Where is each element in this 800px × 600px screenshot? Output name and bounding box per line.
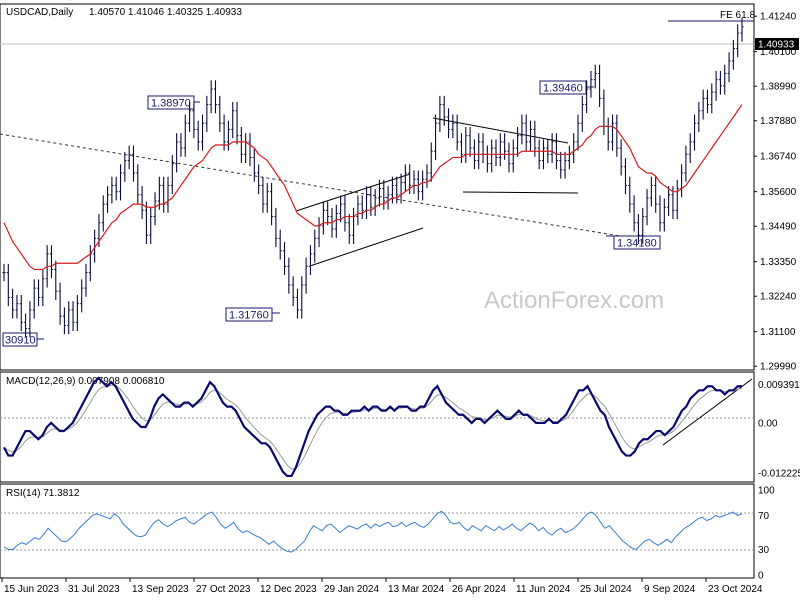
price-y-tick-label: 1.33350	[760, 257, 797, 268]
annotation-30910: 30910	[2, 332, 44, 347]
x-tick-label: 13 Sep 2023	[132, 584, 189, 595]
price-y-tick-label: 1.36740	[760, 152, 797, 163]
price-y-tick-label: 1.32240	[760, 292, 797, 303]
macd-label: MACD(12,26,9) 0.007908 0.006810	[6, 376, 165, 387]
rsi-y-tick-label: 30	[758, 545, 770, 556]
macd-panel-frame	[0, 371, 755, 483]
price-y-tick-label: 1.40100	[760, 47, 797, 58]
price-y-tick-label: 1.41240	[760, 12, 797, 23]
channel-upper	[295, 173, 411, 212]
last-price-badge	[755, 38, 799, 50]
x-tick-label: 27 Oct 2023	[196, 584, 251, 595]
triangle-upper	[432, 117, 569, 144]
x-tick-label: 12 Dec 2023	[260, 584, 317, 595]
x-tick-label: 26 Apr 2024	[452, 584, 506, 595]
price-y-tick-label: 1.29990	[760, 362, 797, 373]
x-tick-label: 23 Oct 2024	[708, 584, 763, 595]
x-tick-label: 13 Mar 2024	[388, 584, 445, 595]
price-y-tick-label: 1.35600	[760, 187, 797, 198]
rsi-line	[3, 510, 743, 553]
svg-text:1.39460: 1.39460	[543, 83, 583, 95]
rsi-y-tick-label: 0	[758, 571, 764, 582]
watermark: ActionForex.com	[484, 287, 664, 314]
annotation-131760: 1.31760	[225, 307, 280, 322]
annotation-139460: 1.39460	[539, 80, 594, 95]
price-series-layer	[2, 18, 744, 338]
x-tick-label: 11 Jun 2024	[516, 584, 571, 595]
svg-text:1.34180: 1.34180	[617, 238, 657, 250]
x-tick-label: 9 Sep 2024	[644, 584, 696, 595]
rsi-label: RSI(14) 71.3812	[6, 488, 80, 499]
rsi-panel-frame	[0, 483, 755, 579]
y-axis-labels: 1.41240 1.40100 1.38990 1.37880 1.36740 1.356…	[754, 12, 800, 582]
macd-y-tick-label: -0.012225	[758, 468, 800, 479]
rsi-y-tick-label: 100	[758, 486, 775, 497]
price-y-tick-label: 1.31100	[760, 327, 796, 338]
rsi-series-layer	[3, 510, 743, 553]
last-price-text: 1.40933	[758, 40, 795, 51]
macd-y-tick-label: 0.00	[758, 418, 778, 429]
x-tick-label: 15 Jun 2023	[4, 584, 59, 595]
annotation-138970: 1.38970	[147, 95, 200, 110]
chart-header-values: 1.40570 1.41046 1.40325 1.40933	[89, 7, 242, 18]
macd-y-tick-label: 0.009391	[758, 380, 800, 391]
channel-lower	[309, 227, 424, 267]
x-tick-label: 31 Jul 2023	[68, 584, 120, 595]
svg-text:30910: 30910	[5, 335, 36, 347]
svg-text:1.38970: 1.38970	[151, 98, 191, 110]
moving-average-line	[3, 104, 743, 271]
rsi-y-tick-label: 70	[758, 511, 770, 522]
price-panel-frame	[0, 3, 755, 371]
x-tick-label: 25 Jul 2024	[580, 584, 632, 595]
annotation-134180: 1.34180	[606, 235, 661, 250]
price-y-tick-label: 1.34490	[760, 222, 797, 233]
macd-line	[3, 376, 742, 478]
macd-series-layer	[3, 376, 743, 478]
price-y-tick-label: 1.37880	[760, 116, 797, 127]
chart-title: USDCAD,Daily	[6, 7, 73, 18]
price-y-tick-label: 1.38990	[760, 82, 797, 93]
x-axis-labels: 15 Jun 2023 31 Jul 2023 13 Sep 2023 27 Oct …	[1, 578, 763, 595]
macd-signal-line	[3, 384, 743, 470]
fe-label: FE 61.8	[720, 10, 755, 21]
x-tick-label: 29 Jan 2024	[324, 584, 379, 595]
triangle-lower	[462, 191, 579, 194]
svg-text:1.31760: 1.31760	[229, 310, 269, 322]
long-trendline	[0, 133, 621, 237]
